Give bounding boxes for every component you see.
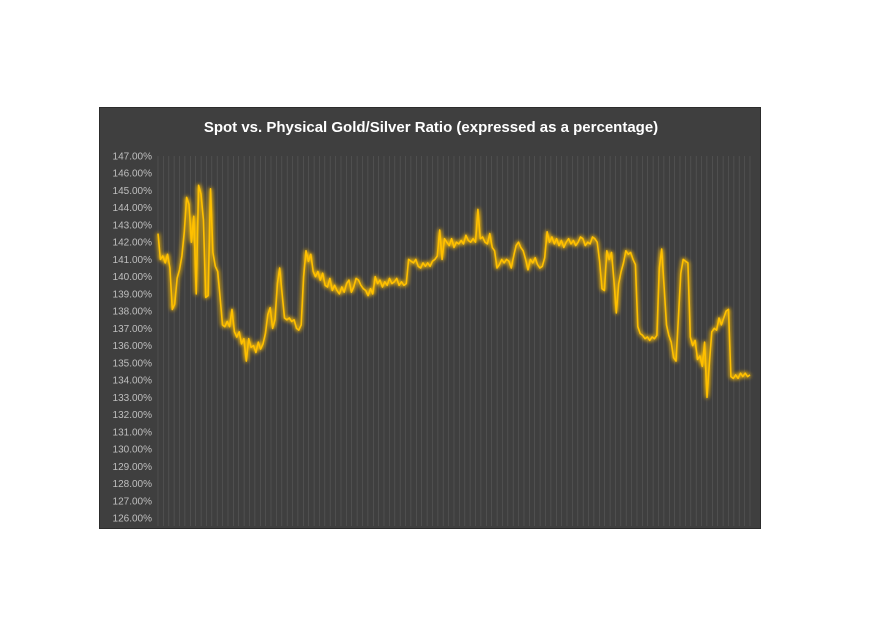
chart-panel: Spot vs. Physical Gold/Silver Ratio (exp… <box>99 107 761 529</box>
y-tick-label: 145.00% <box>113 186 153 197</box>
y-tick-label: 137.00% <box>113 324 153 335</box>
y-tick-label: 135.00% <box>113 358 153 369</box>
y-tick-label: 147.00% <box>113 152 153 163</box>
plot-area: 147.00% 146.00% 145.00% 144.00% 143.00% 142.0… <box>113 152 751 526</box>
y-tick-label: 142.00% <box>113 238 153 249</box>
y-axis-tick-labels: 147.00% 146.00% 145.00% 144.00% 143.00% 142.0… <box>113 152 153 525</box>
y-tick-label: 130.00% <box>113 445 153 456</box>
y-tick-label: 141.00% <box>113 255 153 266</box>
y-tick-label: 140.00% <box>113 272 153 283</box>
y-tick-label: 133.00% <box>113 393 153 404</box>
y-tick-label: 131.00% <box>113 427 153 438</box>
y-tick-label: 144.00% <box>113 203 153 214</box>
series-line <box>157 184 751 399</box>
y-tick-label: 143.00% <box>113 221 153 232</box>
y-tick-label: 146.00% <box>113 169 153 180</box>
y-tick-label: 129.00% <box>113 462 153 473</box>
y-tick-label: 132.00% <box>113 410 153 421</box>
y-tick-label: 126.00% <box>113 514 153 525</box>
grid-lines <box>157 156 751 526</box>
y-tick-label: 138.00% <box>113 307 153 318</box>
y-tick-label: 136.00% <box>113 341 153 352</box>
series-layer <box>157 184 751 399</box>
y-tick-label: 127.00% <box>113 496 153 507</box>
y-tick-label: 134.00% <box>113 376 153 387</box>
chart-title: Spot vs. Physical Gold/Silver Ratio (exp… <box>203 119 659 136</box>
y-tick-label: 139.00% <box>113 289 153 300</box>
y-tick-label: 128.00% <box>113 479 153 490</box>
